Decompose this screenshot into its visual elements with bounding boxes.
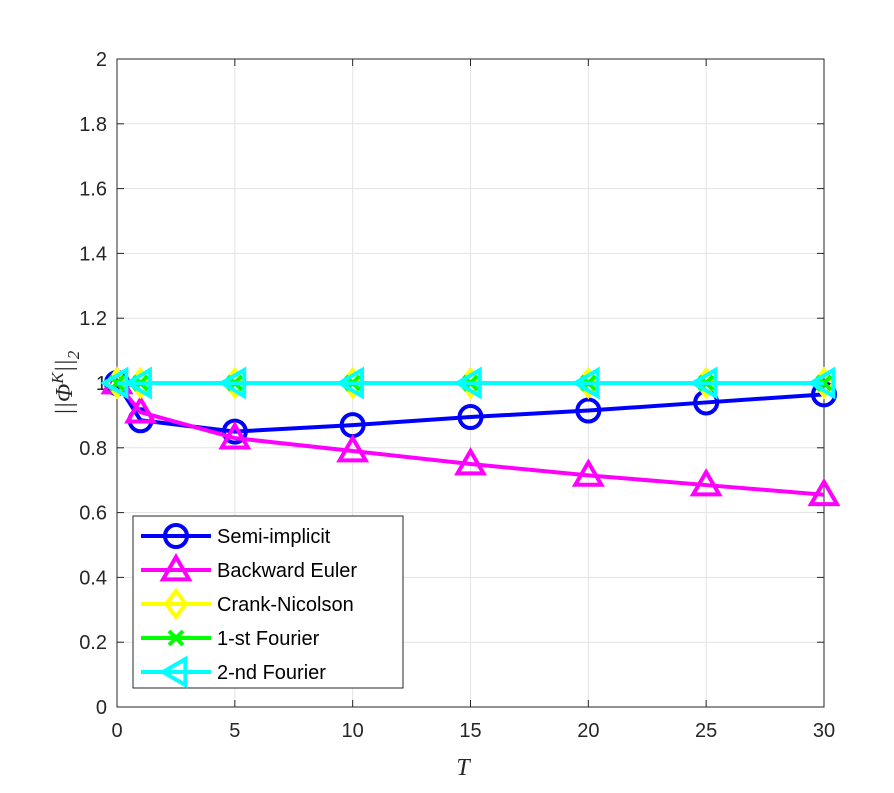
y-tick-label: 1.2	[79, 308, 107, 330]
x-tick-label: 15	[459, 720, 481, 742]
data-point	[571, 366, 600, 400]
y-tick-label: 0.2	[79, 632, 107, 654]
data-point	[336, 434, 370, 463]
data-point	[123, 366, 152, 400]
x-tick-label: 0	[111, 720, 122, 742]
x-tick-label: 5	[229, 720, 240, 742]
legend-label: 1-st Fourier	[217, 628, 320, 650]
x-tick-label: 25	[695, 720, 717, 742]
series-line	[115, 381, 825, 434]
data-point	[689, 468, 723, 497]
y-tick-label: 1.6	[79, 179, 107, 201]
series-line	[115, 381, 825, 497]
y-axis-label-sup: K	[48, 371, 67, 385]
series	[100, 366, 841, 507]
x-tick-label: 20	[577, 720, 599, 742]
data-point	[335, 366, 365, 400]
series-4	[100, 366, 836, 400]
y-tick-label: 0.6	[79, 503, 107, 525]
legend-label: Backward Euler	[217, 560, 357, 582]
data-point	[217, 366, 247, 400]
data-point	[457, 404, 484, 431]
data-point	[571, 458, 605, 487]
x-tick-label: 10	[342, 720, 364, 742]
y-axis-label-sub: 2	[64, 350, 83, 359]
y-tick-label: 0.4	[79, 567, 107, 589]
x-tick-label: 30	[813, 720, 835, 742]
legend-marker	[159, 553, 193, 582]
data-point	[218, 421, 252, 450]
y-axis-label: ||ΦK||2	[48, 350, 83, 415]
y-tick-label: 1.4	[79, 243, 107, 265]
data-point	[807, 366, 836, 400]
data-point	[689, 366, 718, 400]
legend-marker	[159, 655, 188, 689]
legend-label: 2-nd Fourier	[217, 662, 326, 684]
data-point	[454, 447, 487, 476]
legend: Semi-implicit Backward Euler Crank-Nicolso…	[132, 515, 404, 689]
legend-label: Crank-Nicolson	[217, 594, 354, 616]
y-tick-label: 1	[96, 373, 107, 395]
y-tick-label: 0.8	[79, 438, 107, 460]
data-point	[221, 418, 248, 445]
data-point	[124, 395, 158, 424]
legend-marker	[163, 523, 189, 549]
data-point	[453, 366, 482, 400]
legend-label: Semi-implicit	[217, 526, 331, 548]
data-point	[575, 397, 602, 424]
y-axis-label-main: ||Φ	[52, 384, 78, 415]
y-tick-label: 0	[96, 697, 107, 719]
legend-marker	[167, 629, 185, 647]
data-point	[807, 477, 841, 507]
legend-marker	[163, 587, 189, 621]
y-axis-label-end: ||	[52, 359, 78, 372]
y-tick-label: 1.8	[79, 114, 107, 136]
x-axis-label: T	[456, 755, 471, 781]
y-tick-label: 2	[96, 49, 107, 71]
